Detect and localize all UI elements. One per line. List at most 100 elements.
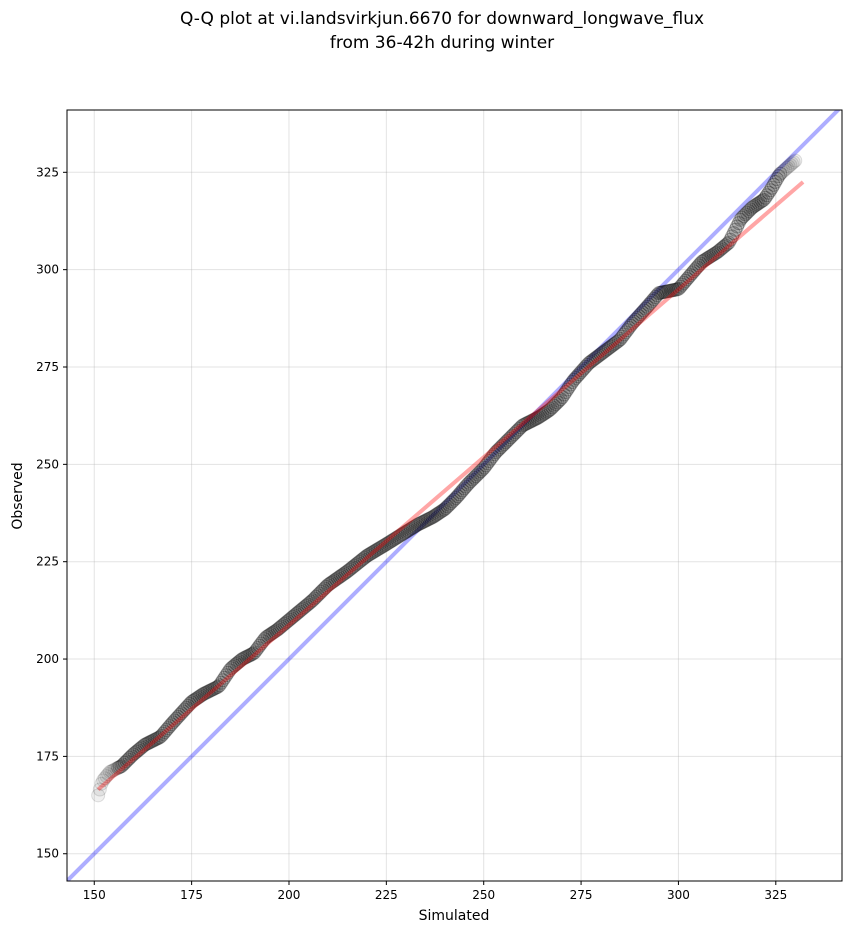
data-point xyxy=(535,407,550,422)
data-point xyxy=(671,281,686,296)
data-point xyxy=(658,284,673,299)
data-point xyxy=(575,363,590,378)
data-point xyxy=(378,537,393,552)
data-point xyxy=(375,539,390,554)
data-point xyxy=(482,454,497,469)
data-point xyxy=(101,767,116,782)
data-point xyxy=(362,547,377,562)
data-point xyxy=(613,332,628,346)
data-point xyxy=(683,268,698,283)
data-point xyxy=(255,634,270,649)
data-point xyxy=(209,680,224,695)
data-point xyxy=(164,717,179,732)
data-point xyxy=(312,586,327,601)
data-point xyxy=(139,736,154,751)
data-point xyxy=(581,356,596,371)
data-point xyxy=(235,651,250,666)
data-point xyxy=(601,341,616,356)
data-point xyxy=(668,282,683,297)
data-point xyxy=(347,558,362,573)
data-point xyxy=(773,166,788,181)
data-point xyxy=(610,334,625,349)
data-point xyxy=(643,295,658,310)
data-point xyxy=(740,205,755,220)
data-point xyxy=(137,737,152,752)
chart-title-line-2: from 36-42h during winter xyxy=(330,33,554,53)
identity-line xyxy=(67,110,841,881)
data-point xyxy=(708,246,723,261)
data-point xyxy=(247,645,262,660)
data-point xyxy=(716,239,731,254)
data-point xyxy=(259,630,274,645)
data-point xyxy=(497,436,512,451)
data-point xyxy=(743,202,758,217)
data-point xyxy=(106,763,121,778)
data-point xyxy=(754,193,769,208)
data-point xyxy=(370,542,385,557)
data-point xyxy=(369,543,383,558)
x-axis-label: Simulated xyxy=(419,908,490,924)
data-point xyxy=(680,271,695,286)
data-point xyxy=(230,655,245,670)
data-point xyxy=(432,505,447,520)
data-point xyxy=(595,346,610,361)
data-point xyxy=(487,447,502,462)
data-point xyxy=(748,198,763,213)
data-point xyxy=(540,404,555,419)
data-point xyxy=(179,700,194,715)
data-point xyxy=(447,492,462,507)
data-point xyxy=(690,260,705,275)
data-point xyxy=(593,347,608,362)
data-point xyxy=(557,387,572,402)
data-point xyxy=(270,622,285,637)
data-point xyxy=(576,361,591,376)
data-point xyxy=(172,708,187,723)
data-point xyxy=(305,593,320,608)
data-point xyxy=(470,467,485,482)
data-point xyxy=(360,548,375,563)
data-point xyxy=(498,435,513,450)
data-point xyxy=(768,174,783,189)
data-point xyxy=(611,333,626,348)
data-point xyxy=(99,769,114,784)
data-point xyxy=(222,663,237,678)
data-point xyxy=(219,668,234,683)
data-point xyxy=(350,556,365,571)
data-point xyxy=(655,285,670,300)
data-point xyxy=(407,519,422,534)
data-point xyxy=(706,247,721,262)
data-point xyxy=(500,433,515,448)
data-point xyxy=(349,557,364,572)
data-point xyxy=(698,252,713,267)
data-point xyxy=(252,638,267,653)
data-point xyxy=(553,392,568,407)
data-point xyxy=(522,415,537,430)
x-tick-label: 225 xyxy=(375,888,398,902)
data-point xyxy=(302,596,317,611)
data-point xyxy=(650,288,665,303)
data-point xyxy=(317,581,332,596)
plot-background xyxy=(67,110,842,881)
data-point xyxy=(146,733,161,748)
data-point xyxy=(300,597,315,612)
data-point xyxy=(586,352,601,367)
data-point xyxy=(693,256,708,271)
data-point xyxy=(645,293,660,308)
data-point xyxy=(769,172,784,187)
y-tick-label: 300 xyxy=(36,263,59,277)
data-point xyxy=(756,192,771,207)
data-point xyxy=(297,600,312,615)
data-point xyxy=(728,222,743,237)
data-point xyxy=(621,320,636,335)
data-point xyxy=(573,365,588,380)
data-point xyxy=(753,195,768,210)
data-point xyxy=(605,338,620,353)
data-point xyxy=(512,421,527,436)
data-point xyxy=(412,516,427,531)
data-point xyxy=(520,416,535,431)
data-point xyxy=(422,511,437,526)
y-tick-label: 250 xyxy=(36,457,59,471)
data-point xyxy=(533,408,548,423)
data-point xyxy=(530,411,545,426)
data-point xyxy=(285,609,300,624)
